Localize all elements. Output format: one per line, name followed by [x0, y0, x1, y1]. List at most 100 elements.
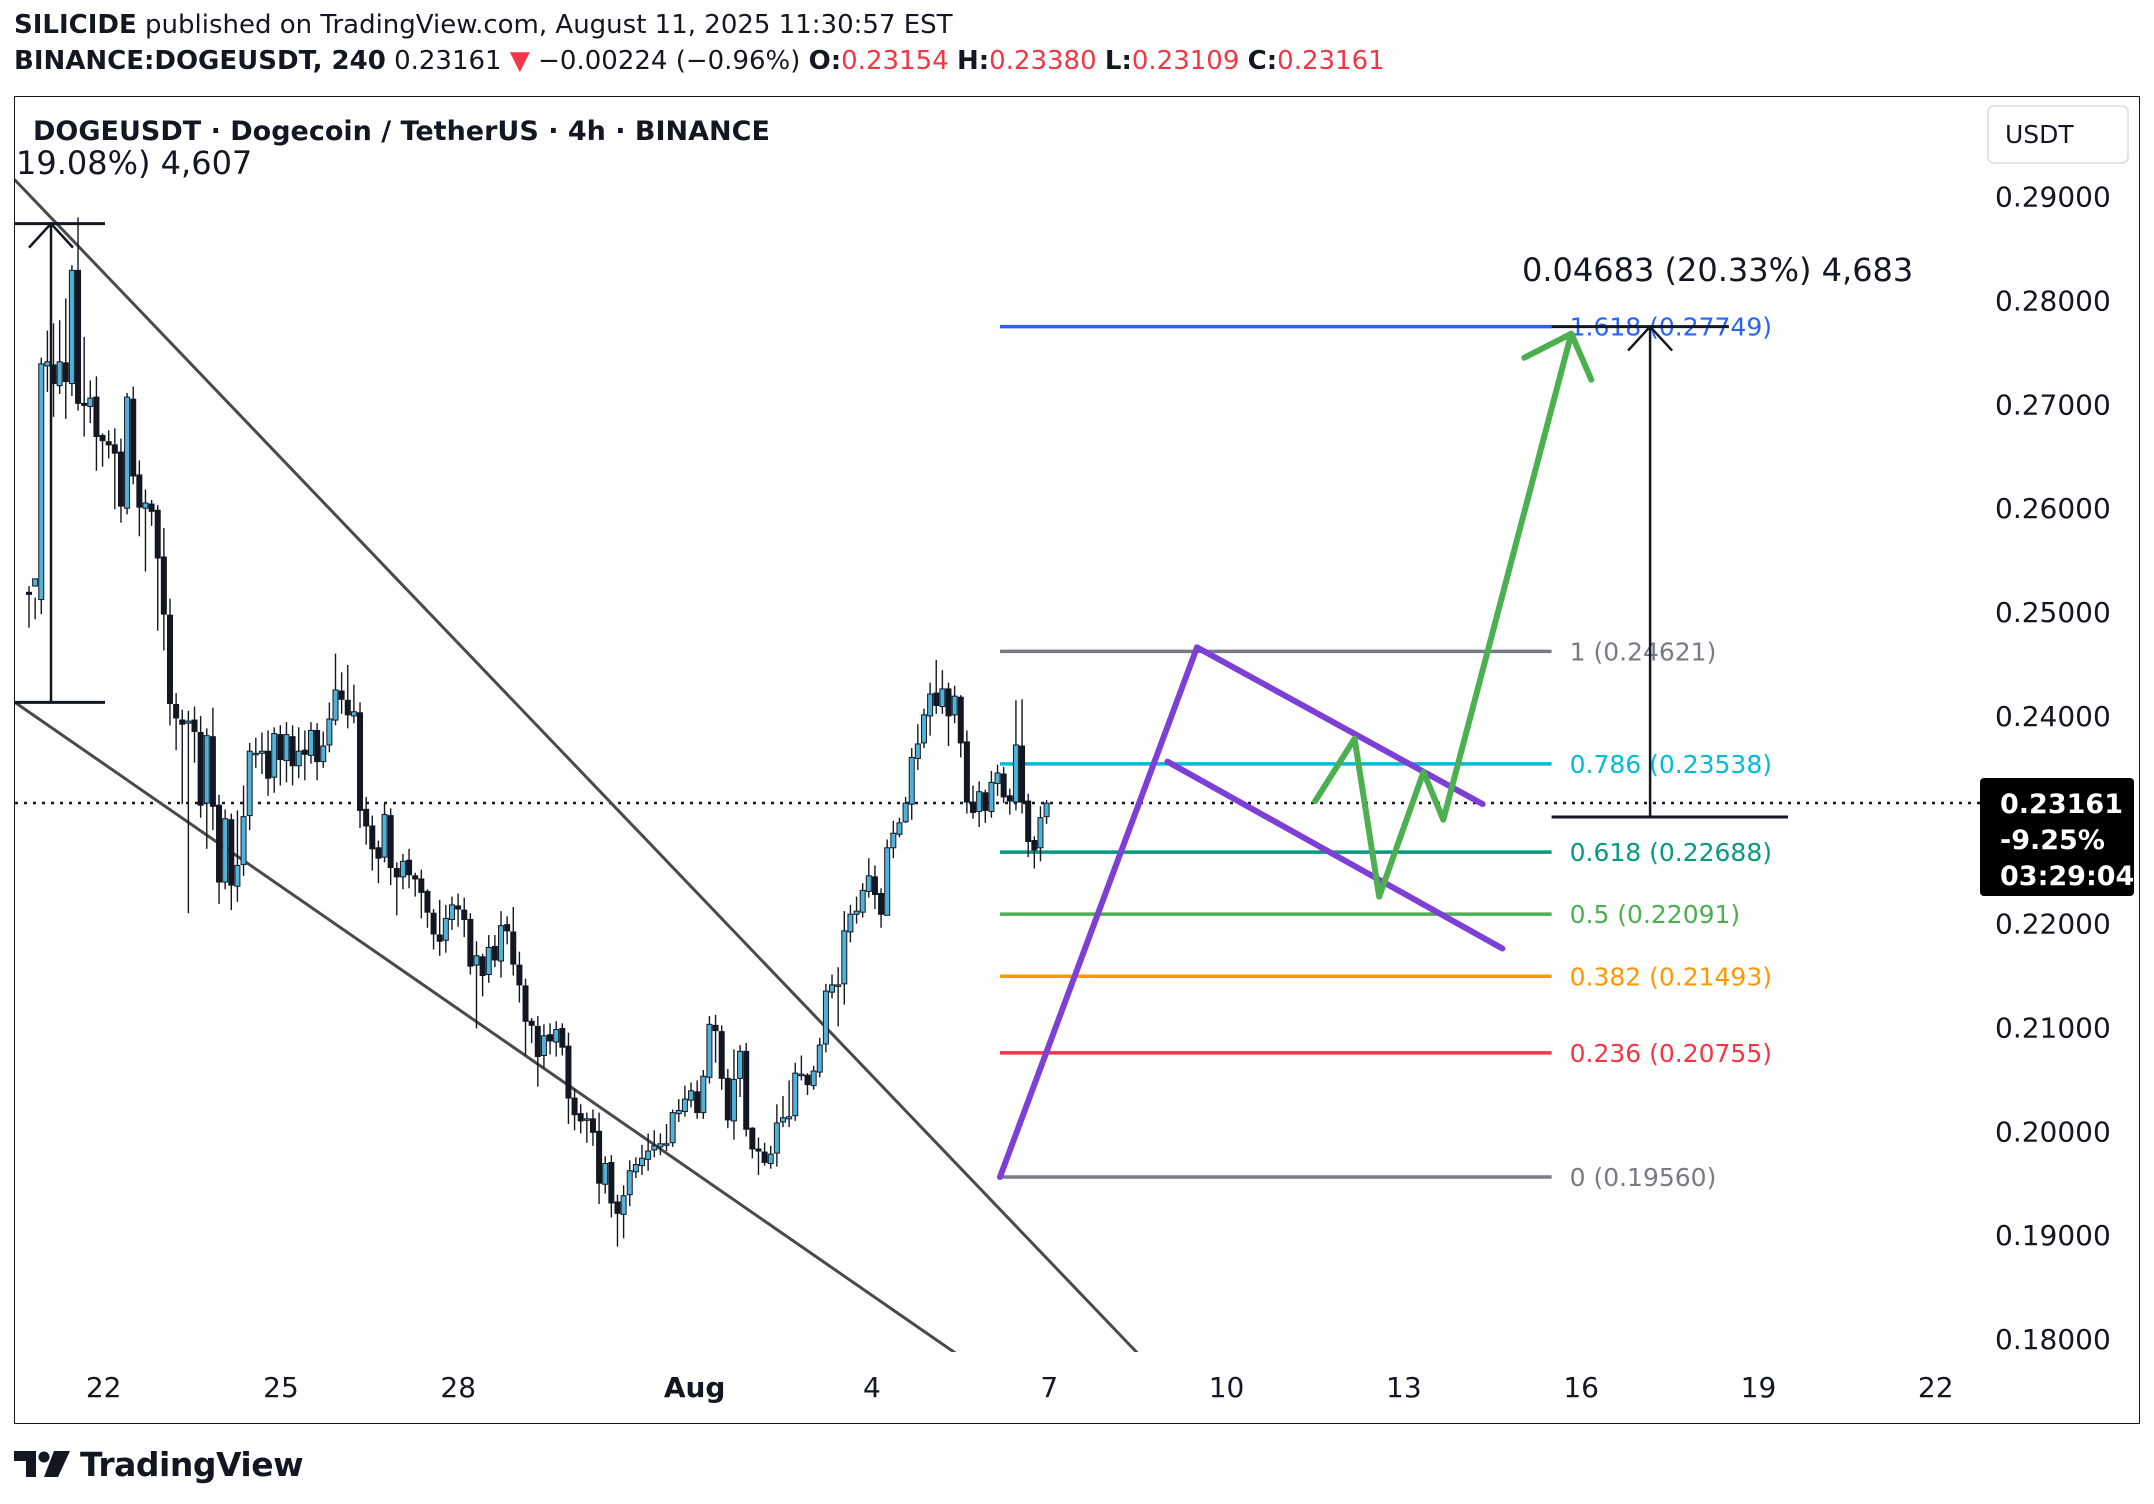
candle-body [596, 1130, 603, 1184]
candle-body [878, 892, 885, 915]
candle-body [289, 736, 296, 767]
fib-level-label: 0.382 (0.21493) [1570, 962, 1772, 991]
candle-body [620, 1195, 627, 1215]
measure-right-arrowhead [1627, 324, 1674, 352]
candle-body [160, 556, 167, 615]
price-tag-change: -9.25% [2000, 825, 2105, 856]
candle-body [896, 822, 903, 835]
candle-body [473, 955, 480, 966]
candle-body [700, 1075, 707, 1114]
candle-body [694, 1091, 701, 1114]
candle-body [589, 1118, 596, 1133]
candle-body [32, 578, 39, 587]
last-price: 0.23161 [394, 46, 502, 76]
candle-body [357, 712, 364, 811]
x-tick-label: 25 [263, 1371, 299, 1404]
candle-body [234, 864, 241, 887]
candle-body [865, 875, 872, 892]
candle-body [424, 890, 431, 913]
fib-level-label: 1 (0.24621) [1570, 637, 1717, 666]
candle-body [510, 931, 517, 965]
candle-body [479, 956, 486, 977]
candle-body [835, 984, 842, 987]
candle-body [951, 695, 958, 716]
candle-body [724, 1077, 731, 1121]
candle-body [277, 734, 284, 761]
chart-frame[interactable] [14, 96, 2140, 1424]
tradingview-footer[interactable]: TradingView [14, 1444, 304, 1484]
candle-body [363, 808, 370, 827]
y-tick-label: 0.29000 [1995, 181, 2111, 214]
currency-button[interactable]: USDT [1987, 105, 2129, 164]
candle-body [902, 802, 909, 823]
currency-button-label[interactable]: USDT [2005, 120, 2074, 149]
candle-body [994, 772, 1001, 784]
candle-body [871, 876, 878, 896]
candle-body [265, 750, 272, 779]
candle-body [516, 964, 523, 986]
publication-info: published on TradingView.com, August 11,… [145, 10, 953, 40]
candle-body [669, 1112, 676, 1144]
channel-trendline [997, 644, 1200, 1180]
candle-body [87, 397, 94, 407]
tradingview-brand: TradingView [80, 1444, 304, 1484]
candle-body [26, 591, 32, 595]
candle-body [393, 868, 400, 878]
candle-body [381, 814, 388, 858]
candle-body [804, 1074, 811, 1086]
candle-body [38, 363, 45, 601]
candle-body [68, 269, 75, 385]
candle-body [681, 1098, 688, 1113]
candle-body [117, 451, 124, 507]
projection-path [1312, 330, 1575, 900]
candle-body [418, 878, 425, 893]
candle-body [191, 719, 198, 732]
candle-body [209, 736, 216, 807]
candle-body [1012, 744, 1019, 803]
close-label: C: [1247, 46, 1278, 76]
candle-body [369, 825, 376, 850]
candle-body [982, 792, 989, 811]
author-name[interactable]: SILICIDE [14, 10, 137, 40]
candle-body [56, 361, 63, 387]
fib-level-label: 0 (0.19560) [1570, 1163, 1717, 1192]
candle-body [583, 1118, 590, 1121]
currency-button-box[interactable] [1987, 105, 2129, 164]
candle-body [154, 509, 161, 559]
fib-level-label: 0.5 (0.22091) [1570, 900, 1741, 929]
high-value: 0.23380 [989, 46, 1097, 76]
candle-body [436, 934, 443, 942]
candle-body [553, 1029, 560, 1043]
open-label: O: [808, 46, 842, 76]
candle-body [504, 924, 511, 932]
candle-body [295, 750, 302, 767]
candle-body [320, 745, 327, 763]
candle-body [810, 1070, 817, 1087]
candle-body [608, 1161, 615, 1204]
y-tick-label: 0.21000 [1995, 1011, 2111, 1044]
close-value: 0.23161 [1277, 46, 1385, 76]
y-tick-label: 0.25000 [1995, 596, 2111, 629]
price-tag-countdown: 03:29:04 [2000, 861, 2134, 892]
fib-level-label: 0.786 (0.23538) [1570, 750, 1772, 779]
x-tick-label: 16 [1563, 1371, 1599, 1404]
candle-body [859, 889, 866, 913]
candle-body [749, 1127, 756, 1150]
candle-body [577, 1113, 584, 1122]
candle-body [179, 719, 186, 725]
candle-body [945, 688, 952, 717]
candle-body [1043, 802, 1050, 818]
candle-body [988, 781, 995, 812]
y-tick-label: 0.20000 [1995, 1115, 2111, 1148]
candle-body [730, 1078, 737, 1122]
candle-body [737, 1050, 744, 1079]
candle-body [939, 688, 946, 708]
candle-body [271, 733, 278, 778]
candle-body [847, 913, 854, 933]
candle-body [773, 1122, 780, 1154]
symbol-interval: BINANCE:DOGEUSDT, 240 [14, 46, 386, 76]
candle-body [829, 984, 836, 993]
candle-body [755, 1148, 762, 1152]
candle-body [301, 749, 308, 755]
